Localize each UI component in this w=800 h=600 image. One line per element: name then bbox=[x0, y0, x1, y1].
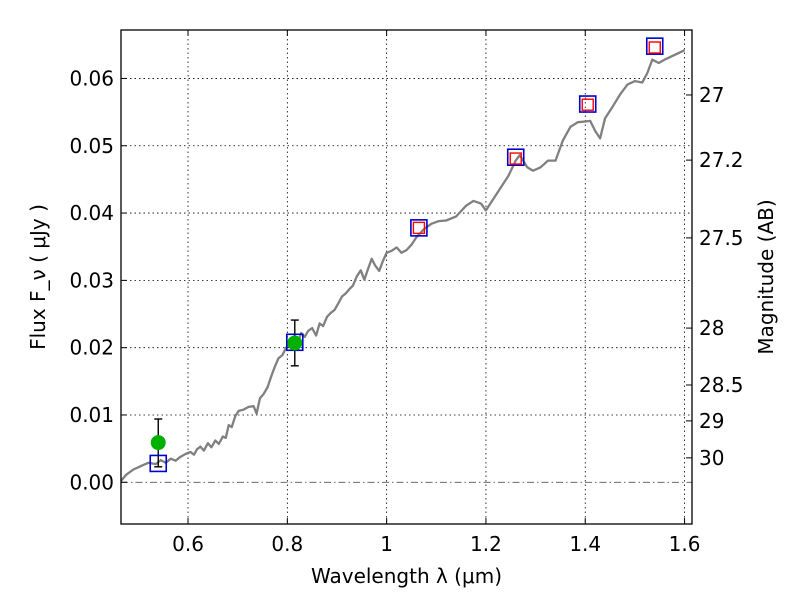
y-tick-label: 0.01 bbox=[69, 403, 114, 427]
axis-ticks: 0.6 0.8 1 1.2 1.4 1.6 0.00 0.01 0.02 0.03 0.04 0.05… bbox=[69, 30, 744, 556]
x-tick-label: 1.2 bbox=[470, 532, 502, 556]
y-tick-label: 0.06 bbox=[69, 66, 114, 90]
plot-frame bbox=[120, 29, 693, 525]
y-tick-label: 0.03 bbox=[69, 268, 114, 292]
x-axis-label: Wavelength λ (μm) bbox=[311, 564, 502, 588]
y-tick-label: 0.04 bbox=[69, 201, 114, 225]
observed-flux-point bbox=[150, 435, 166, 451]
grid-lines bbox=[121, 30, 692, 524]
right-tick-label: 28.5 bbox=[699, 373, 744, 397]
observed-flux-point bbox=[287, 335, 303, 351]
right-tick-label: 29 bbox=[699, 409, 724, 433]
y-tick-label: 0.00 bbox=[69, 470, 114, 494]
upper-limit-square bbox=[648, 41, 661, 54]
x-tick-label: 1.6 bbox=[669, 532, 701, 556]
template-spectrum bbox=[120, 49, 686, 482]
right-tick-label: 27.5 bbox=[699, 226, 744, 250]
model-flux-square bbox=[645, 37, 664, 55]
model-flux-square bbox=[506, 148, 525, 167]
model-flux-square bbox=[149, 454, 168, 473]
upper-limit-square bbox=[509, 152, 522, 165]
photometry-markers bbox=[149, 37, 664, 473]
template-spectrum-line bbox=[120, 49, 686, 482]
model-flux-square bbox=[578, 95, 597, 113]
x-tick-label: 0.8 bbox=[271, 532, 303, 556]
y-tick-label: 0.02 bbox=[69, 336, 114, 360]
model-flux-square bbox=[410, 219, 428, 237]
x-tick-label: 0.6 bbox=[172, 532, 204, 556]
right-tick-label: 30 bbox=[699, 446, 724, 470]
right-tick-label: 28 bbox=[699, 316, 724, 340]
y-axis-label: Flux F_ν ( μJy ) bbox=[26, 204, 50, 350]
right-tick-label: 27.2 bbox=[699, 148, 744, 172]
x-tick-label: 1.4 bbox=[569, 532, 601, 556]
right-tick-label: 27 bbox=[699, 83, 724, 107]
right-axis-label: Magnitude (AB) bbox=[754, 199, 778, 354]
upper-limit-square bbox=[412, 221, 426, 235]
y-tick-label: 0.05 bbox=[69, 134, 114, 158]
x-tick-label: 1 bbox=[380, 532, 393, 556]
upper-limit-square bbox=[581, 98, 594, 111]
